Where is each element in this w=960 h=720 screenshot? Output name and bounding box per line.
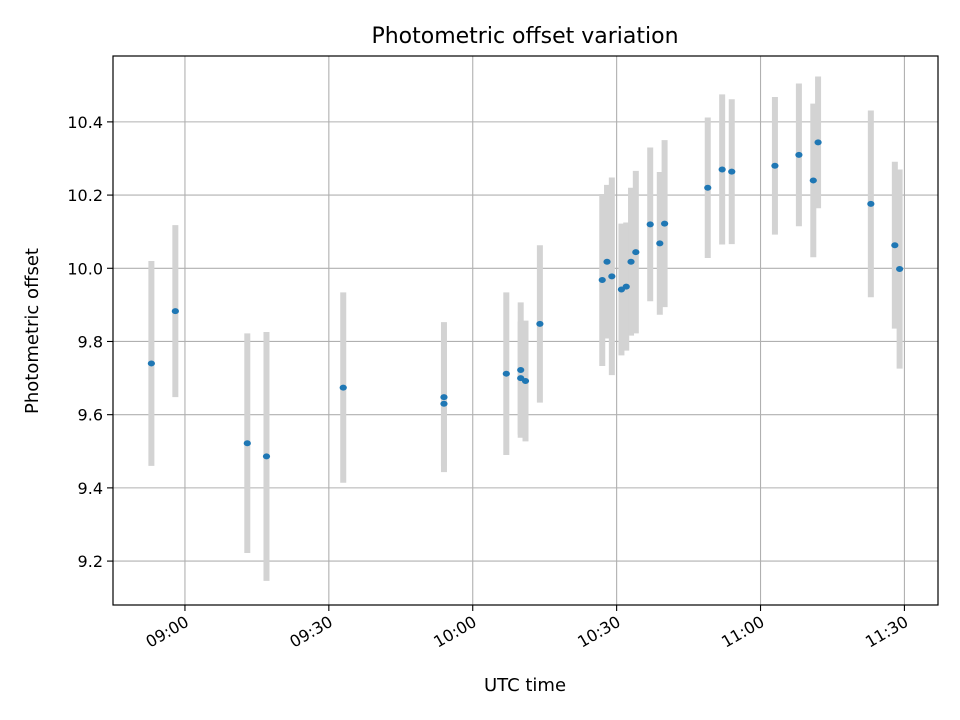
y-axis-label: Photometric offset bbox=[22, 248, 43, 414]
y-tick-label: 9.6 bbox=[78, 406, 103, 425]
chart-title: Photometric offset variation bbox=[371, 24, 678, 49]
data-point bbox=[656, 240, 664, 247]
data-point bbox=[536, 320, 544, 327]
y-tick-label: 9.4 bbox=[78, 479, 103, 498]
data-point bbox=[517, 367, 525, 374]
data-point bbox=[795, 151, 803, 158]
data-point bbox=[809, 177, 817, 184]
data-point bbox=[718, 166, 726, 173]
data-point bbox=[608, 273, 616, 280]
y-tick-label: 9.8 bbox=[78, 332, 103, 351]
data-point bbox=[891, 242, 899, 249]
data-point bbox=[440, 400, 448, 407]
y-axis-ticks: 9.2 9.4 9.6 9.8 10.0 10.2 10.4 bbox=[67, 113, 113, 571]
data-point bbox=[867, 200, 875, 207]
y-tick-label: 10.4 bbox=[67, 113, 103, 132]
grid bbox=[113, 56, 938, 605]
data-point bbox=[728, 168, 736, 175]
data-point bbox=[171, 308, 179, 315]
data-point bbox=[440, 394, 448, 401]
data-point bbox=[771, 162, 779, 169]
data-point bbox=[814, 139, 822, 146]
data-point bbox=[896, 266, 904, 273]
data-point bbox=[646, 221, 654, 228]
data-point bbox=[704, 184, 712, 191]
y-tick-label: 10.2 bbox=[67, 186, 103, 205]
data-point bbox=[632, 249, 640, 256]
data-point bbox=[521, 378, 530, 385]
data-point bbox=[627, 258, 635, 265]
data-point bbox=[243, 440, 251, 447]
data-point bbox=[502, 370, 510, 377]
y-tick-label: 9.2 bbox=[78, 552, 103, 571]
data-point bbox=[603, 258, 611, 265]
data-point bbox=[622, 283, 630, 290]
data-point bbox=[147, 360, 155, 367]
data-point bbox=[598, 276, 606, 283]
y-tick-label: 10.0 bbox=[67, 259, 103, 278]
plot-frame bbox=[112, 55, 939, 606]
data-point bbox=[262, 453, 271, 460]
data-point bbox=[660, 220, 669, 227]
data-points bbox=[147, 139, 904, 460]
x-axis-label: UTC time bbox=[484, 675, 566, 696]
data-point bbox=[339, 384, 347, 391]
